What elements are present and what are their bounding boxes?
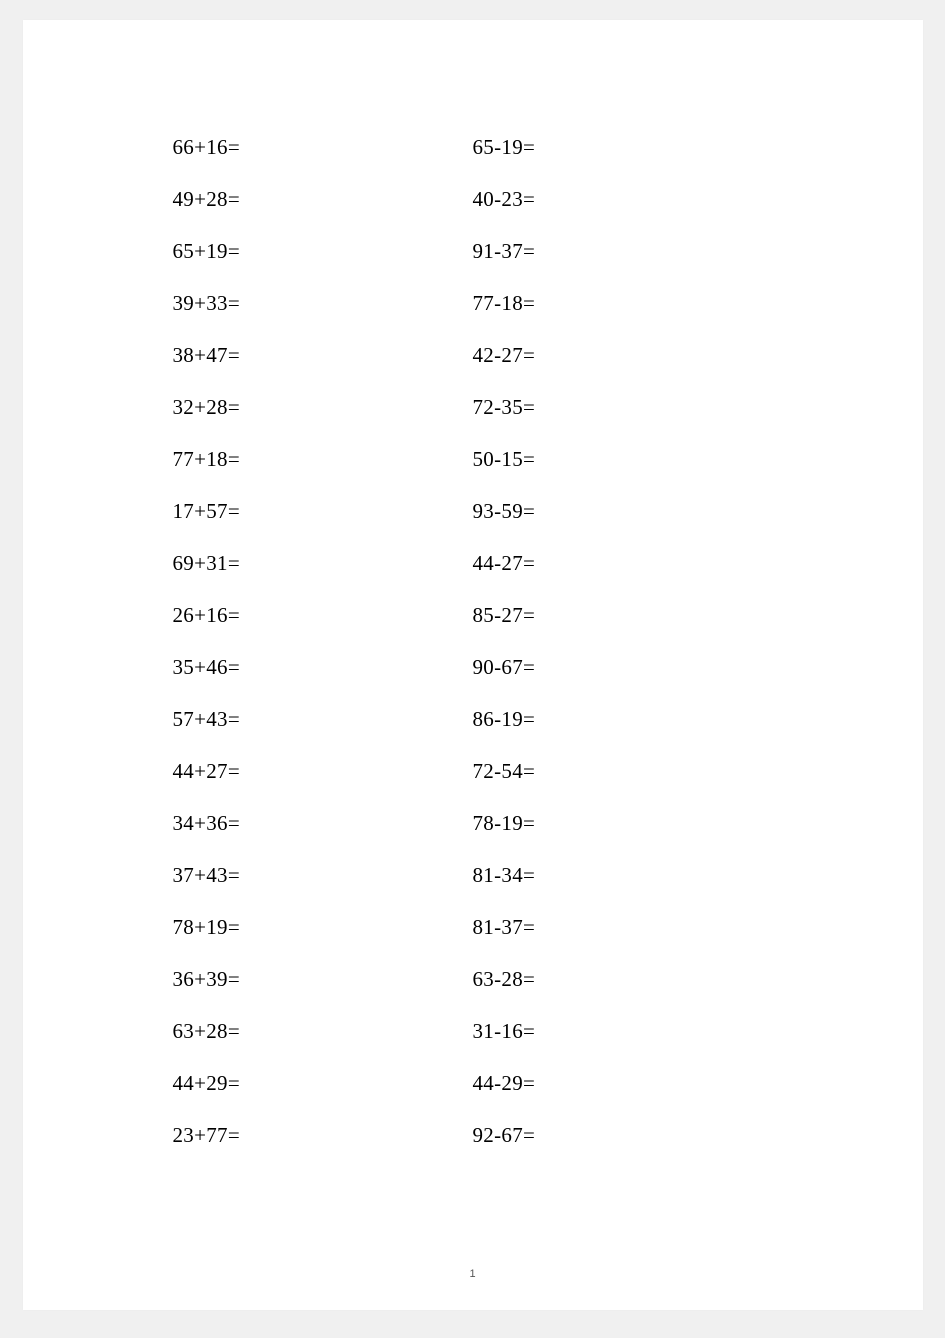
problem-cell-left: 39+33= [173,291,473,316]
problem-cell-right: 72-54= [473,759,773,784]
problem-cell-right: 81-34= [473,863,773,888]
problem-cell-right: 85-27= [473,603,773,628]
problem-cell-left: 69+31= [173,551,473,576]
problem-row: 44+27=72-54= [173,759,773,784]
problem-cell-left: 38+47= [173,343,473,368]
problem-cell-right: 50-15= [473,447,773,472]
problem-cell-left: 23+77= [173,1123,473,1148]
problem-cell-left: 26+16= [173,603,473,628]
problem-cell-left: 17+57= [173,499,473,524]
problem-row: 77+18=50-15= [173,447,773,472]
problem-cell-left: 78+19= [173,915,473,940]
problem-cell-right: 93-59= [473,499,773,524]
worksheet-page: 66+16=65-19= 49+28=40-23= 65+19=91-37= 39+3… [23,20,923,1310]
problem-row: 39+33=77-18= [173,291,773,316]
problem-cell-left: 77+18= [173,447,473,472]
problem-row: 17+57=93-59= [173,499,773,524]
problem-row: 78+19=81-37= [173,915,773,940]
problem-cell-right: 92-67= [473,1123,773,1148]
problem-row: 65+19=91-37= [173,239,773,264]
problem-cell-left: 34+36= [173,811,473,836]
problem-row: 38+47=42-27= [173,343,773,368]
problem-row: 35+46=90-67= [173,655,773,680]
problem-row: 44+29=44-29= [173,1071,773,1096]
problem-cell-right: 78-19= [473,811,773,836]
problem-row: 37+43=81-34= [173,863,773,888]
problem-cell-right: 31-16= [473,1019,773,1044]
problem-cell-left: 63+28= [173,1019,473,1044]
problem-cell-right: 42-27= [473,343,773,368]
problem-cell-left: 57+43= [173,707,473,732]
problem-row: 49+28=40-23= [173,187,773,212]
problem-cell-left: 36+39= [173,967,473,992]
problem-row: 36+39=63-28= [173,967,773,992]
problem-cell-right: 65-19= [473,135,773,160]
problem-row: 34+36=78-19= [173,811,773,836]
problem-cell-left: 44+27= [173,759,473,784]
problem-cell-right: 63-28= [473,967,773,992]
problem-row: 63+28=31-16= [173,1019,773,1044]
page-number: 1 [23,1268,923,1280]
problem-cell-left: 35+46= [173,655,473,680]
problem-row: 26+16=85-27= [173,603,773,628]
problem-cell-left: 44+29= [173,1071,473,1096]
problem-cell-right: 81-37= [473,915,773,940]
problem-cell-right: 44-29= [473,1071,773,1096]
problem-cell-right: 40-23= [473,187,773,212]
problem-cell-right: 86-19= [473,707,773,732]
problem-cell-right: 72-35= [473,395,773,420]
problem-cell-right: 91-37= [473,239,773,264]
problem-cell-left: 37+43= [173,863,473,888]
problems-grid: 66+16=65-19= 49+28=40-23= 65+19=91-37= 39+3… [173,135,773,1148]
problem-cell-left: 65+19= [173,239,473,264]
problem-cell-right: 44-27= [473,551,773,576]
problem-cell-right: 90-67= [473,655,773,680]
problem-row: 57+43=86-19= [173,707,773,732]
problem-row: 32+28=72-35= [173,395,773,420]
problem-cell-left: 49+28= [173,187,473,212]
problem-row: 23+77=92-67= [173,1123,773,1148]
problem-row: 66+16=65-19= [173,135,773,160]
problem-cell-right: 77-18= [473,291,773,316]
problem-cell-left: 66+16= [173,135,473,160]
problem-row: 69+31=44-27= [173,551,773,576]
problem-cell-left: 32+28= [173,395,473,420]
